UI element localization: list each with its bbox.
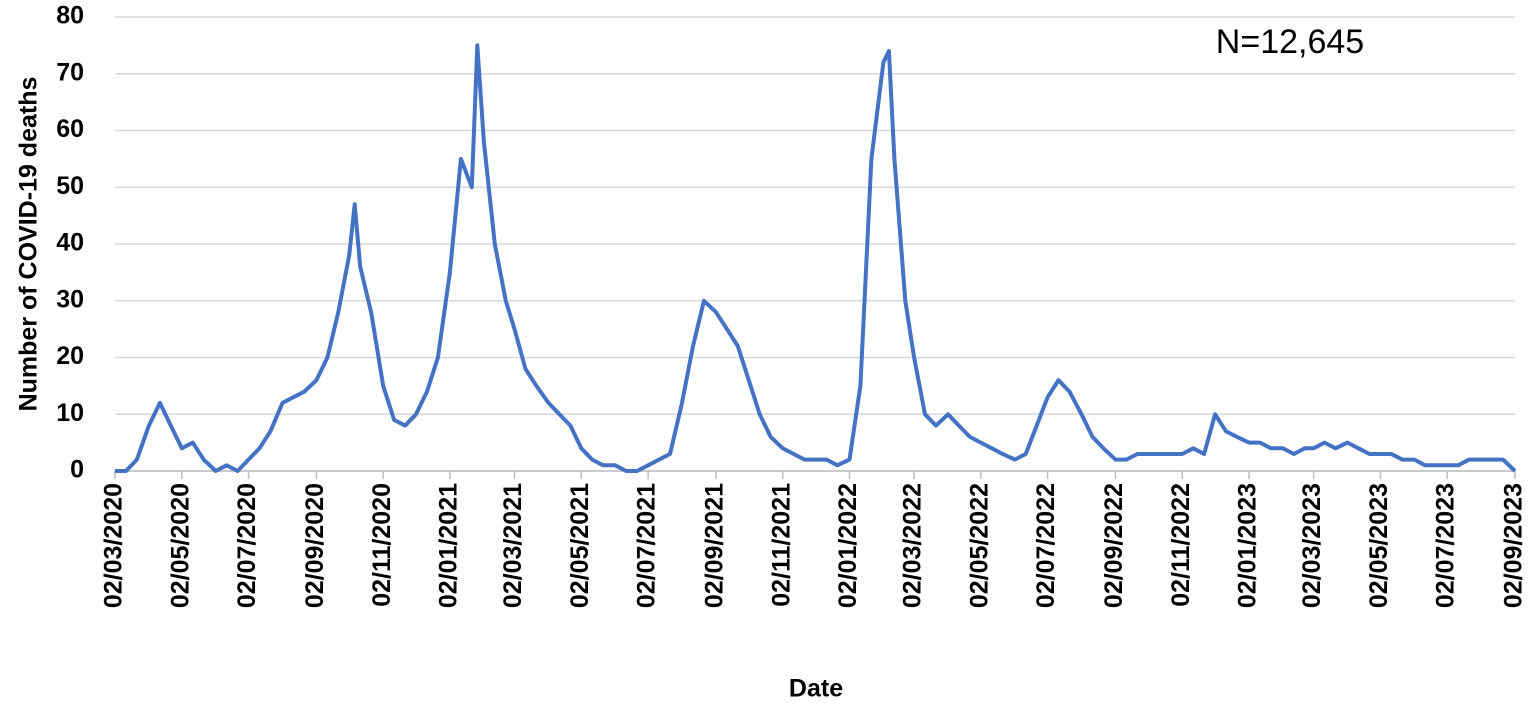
x-tick-label: 02/03/2022 (899, 483, 927, 608)
y-tick-label: 50 (56, 172, 84, 200)
x-tick-label: 02/07/2020 (233, 483, 261, 608)
x-tick-label: 02/07/2022 (1032, 483, 1060, 608)
x-tick-label: 02/07/2023 (1432, 483, 1460, 608)
y-tick-label: 80 (56, 2, 84, 30)
x-tick-label: 02/09/2021 (701, 483, 729, 608)
annotation: N=12,645 (1216, 23, 1364, 61)
x-tick-label: 02/05/2020 (166, 483, 194, 608)
y-tick-label: 70 (56, 58, 84, 86)
x-tick-label: 02/11/2022 (1167, 483, 1195, 607)
x-tick-label: 02/05/2022 (965, 483, 993, 608)
y-tick-label: 0 (70, 456, 84, 484)
y-tick-label: 20 (56, 342, 84, 370)
data-line (115, 43, 1517, 473)
x-tick-label: 02/09/2023 (1500, 483, 1528, 608)
x-tick-label: 02/03/2021 (499, 483, 527, 608)
x-tick-label: 02/01/2022 (834, 483, 862, 608)
x-tick-label: 02/09/2020 (301, 483, 329, 608)
y-tick-label: 30 (56, 285, 84, 313)
x-tick-label: 02/11/2021 (767, 483, 795, 607)
x-axis-label: Date (789, 675, 843, 703)
y-axis-label: Number of COVID-19 deaths (15, 77, 43, 412)
x-tick-label: 02/11/2020 (368, 483, 396, 607)
x-tick-label: 02/05/2023 (1365, 483, 1393, 608)
x-tick-label: 02/01/2023 (1234, 483, 1262, 608)
x-tick-label: 02/05/2021 (566, 483, 594, 608)
y-tick-label: 10 (56, 399, 84, 427)
x-tick-label: 02/01/2021 (435, 483, 463, 608)
x-tick-label: 02/03/2020 (100, 483, 128, 608)
y-tick-label: 60 (56, 115, 84, 143)
x-tick-label: 02/09/2022 (1100, 483, 1128, 608)
x-tick-label: 02/03/2023 (1298, 483, 1326, 608)
x-tick-label: 02/07/2021 (633, 483, 661, 608)
y-tick-label: 40 (56, 229, 84, 257)
